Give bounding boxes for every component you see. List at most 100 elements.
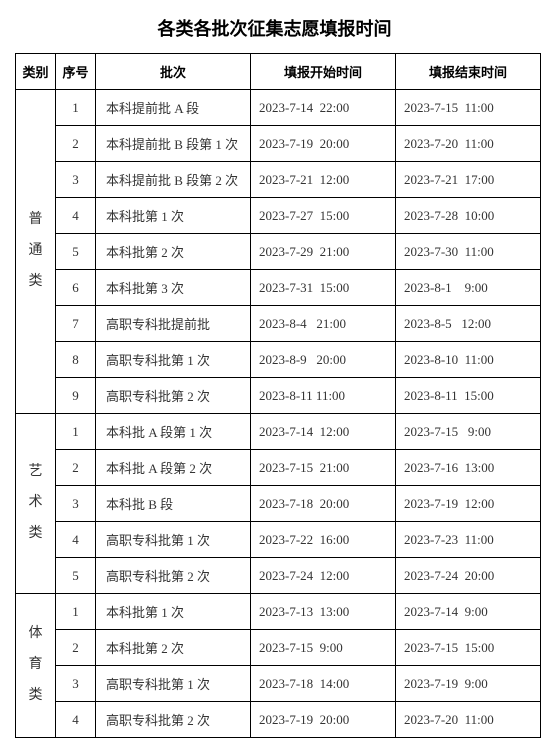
end-time-cell: 2023-7-23 11:00 [396,522,541,558]
index-cell: 1 [56,414,96,450]
batch-cell: 高职专科批第 1 次 [96,522,251,558]
category-cell: 体 育 类 [16,594,56,738]
end-time-cell: 2023-8-1 9:00 [396,270,541,306]
table-row: 4本科批第 1 次2023-7-27 15:002023-7-28 10:00 [16,198,541,234]
batch-cell: 本科批第 3 次 [96,270,251,306]
table-row: 5高职专科批第 2 次2023-7-24 12:002023-7-24 20:0… [16,558,541,594]
batch-cell: 本科提前批 B 段第 2 次 [96,162,251,198]
start-time-cell: 2023-7-18 20:00 [251,486,396,522]
header-batch: 批次 [96,54,251,90]
index-cell: 4 [56,702,96,738]
batch-cell: 高职专科批第 1 次 [96,342,251,378]
start-time-cell: 2023-7-19 20:00 [251,126,396,162]
index-cell: 4 [56,522,96,558]
header-index: 序号 [56,54,96,90]
category-cell: 普 通 类 [16,90,56,414]
end-time-cell: 2023-7-15 15:00 [396,630,541,666]
table-row: 艺 术 类1本科批 A 段第 1 次2023-7-14 12:002023-7-… [16,414,541,450]
batch-cell: 本科批 A 段第 1 次 [96,414,251,450]
batch-cell: 本科提前批 B 段第 1 次 [96,126,251,162]
end-time-cell: 2023-8-5 12:00 [396,306,541,342]
page-title: 各类各批次征集志愿填报时间 [15,15,534,41]
start-time-cell: 2023-7-15 9:00 [251,630,396,666]
index-cell: 6 [56,270,96,306]
index-cell: 7 [56,306,96,342]
index-cell: 1 [56,90,96,126]
table-row: 6本科批第 3 次2023-7-31 15:002023-8-1 9:00 [16,270,541,306]
header-end: 填报结束时间 [396,54,541,90]
header-row: 类别 序号 批次 填报开始时间 填报结束时间 [16,54,541,90]
start-time-cell: 2023-7-27 15:00 [251,198,396,234]
end-time-cell: 2023-7-19 12:00 [396,486,541,522]
table-row: 3本科批 B 段2023-7-18 20:002023-7-19 12:00 [16,486,541,522]
table-row: 3高职专科批第 1 次2023-7-18 14:002023-7-19 9:00 [16,666,541,702]
index-cell: 2 [56,126,96,162]
table-row: 5本科批第 2 次2023-7-29 21:002023-7-30 11:00 [16,234,541,270]
batch-cell: 高职专科批第 2 次 [96,378,251,414]
end-time-cell: 2023-7-20 11:00 [396,702,541,738]
table-row: 2本科批 A 段第 2 次2023-7-15 21:002023-7-16 13… [16,450,541,486]
start-time-cell: 2023-7-21 12:00 [251,162,396,198]
end-time-cell: 2023-8-11 15:00 [396,378,541,414]
start-time-cell: 2023-7-24 12:00 [251,558,396,594]
batch-cell: 本科批第 2 次 [96,234,251,270]
end-time-cell: 2023-7-24 20:00 [396,558,541,594]
index-cell: 8 [56,342,96,378]
category-cell: 艺 术 类 [16,414,56,594]
table-row: 8高职专科批第 1 次2023-8-9 20:002023-8-10 11:00 [16,342,541,378]
batch-cell: 本科批第 1 次 [96,594,251,630]
index-cell: 2 [56,450,96,486]
end-time-cell: 2023-7-21 17:00 [396,162,541,198]
batch-cell: 本科批 A 段第 2 次 [96,450,251,486]
start-time-cell: 2023-7-15 21:00 [251,450,396,486]
table-row: 7高职专科批提前批2023-8-4 21:002023-8-5 12:00 [16,306,541,342]
index-cell: 9 [56,378,96,414]
start-time-cell: 2023-7-22 16:00 [251,522,396,558]
start-time-cell: 2023-7-14 12:00 [251,414,396,450]
schedule-table: 类别 序号 批次 填报开始时间 填报结束时间 普 通 类1本科提前批 A 段20… [15,53,541,738]
batch-cell: 本科批第 2 次 [96,630,251,666]
table-row: 3本科提前批 B 段第 2 次2023-7-21 12:002023-7-21 … [16,162,541,198]
start-time-cell: 2023-7-19 20:00 [251,702,396,738]
batch-cell: 高职专科批第 2 次 [96,558,251,594]
header-category: 类别 [16,54,56,90]
end-time-cell: 2023-7-30 11:00 [396,234,541,270]
batch-cell: 高职专科批第 2 次 [96,702,251,738]
end-time-cell: 2023-7-15 11:00 [396,90,541,126]
index-cell: 4 [56,198,96,234]
index-cell: 5 [56,234,96,270]
batch-cell: 本科批 B 段 [96,486,251,522]
start-time-cell: 2023-8-11 11:00 [251,378,396,414]
batch-cell: 高职专科批第 1 次 [96,666,251,702]
end-time-cell: 2023-7-20 11:00 [396,126,541,162]
index-cell: 3 [56,162,96,198]
header-start: 填报开始时间 [251,54,396,90]
table-row: 2本科批第 2 次2023-7-15 9:002023-7-15 15:00 [16,630,541,666]
index-cell: 2 [56,630,96,666]
end-time-cell: 2023-7-28 10:00 [396,198,541,234]
table-row: 4高职专科批第 2 次2023-7-19 20:002023-7-20 11:0… [16,702,541,738]
table-row: 普 通 类1本科提前批 A 段2023-7-14 22:002023-7-15 … [16,90,541,126]
start-time-cell: 2023-8-9 20:00 [251,342,396,378]
table-row: 9高职专科批第 2 次2023-8-11 11:002023-8-11 15:0… [16,378,541,414]
start-time-cell: 2023-7-29 21:00 [251,234,396,270]
end-time-cell: 2023-7-16 13:00 [396,450,541,486]
table-row: 4高职专科批第 1 次2023-7-22 16:002023-7-23 11:0… [16,522,541,558]
start-time-cell: 2023-7-14 22:00 [251,90,396,126]
batch-cell: 本科批第 1 次 [96,198,251,234]
end-time-cell: 2023-8-10 11:00 [396,342,541,378]
index-cell: 1 [56,594,96,630]
start-time-cell: 2023-7-31 15:00 [251,270,396,306]
index-cell: 5 [56,558,96,594]
start-time-cell: 2023-8-4 21:00 [251,306,396,342]
end-time-cell: 2023-7-19 9:00 [396,666,541,702]
start-time-cell: 2023-7-18 14:00 [251,666,396,702]
end-time-cell: 2023-7-15 9:00 [396,414,541,450]
batch-cell: 本科提前批 A 段 [96,90,251,126]
batch-cell: 高职专科批提前批 [96,306,251,342]
table-row: 体 育 类1本科批第 1 次2023-7-13 13:002023-7-14 9… [16,594,541,630]
index-cell: 3 [56,666,96,702]
table-row: 2本科提前批 B 段第 1 次2023-7-19 20:002023-7-20 … [16,126,541,162]
start-time-cell: 2023-7-13 13:00 [251,594,396,630]
end-time-cell: 2023-7-14 9:00 [396,594,541,630]
